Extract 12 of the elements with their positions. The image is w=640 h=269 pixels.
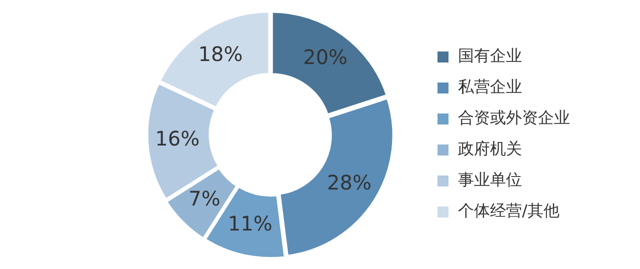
legend-label: 私营企业 [458, 77, 522, 96]
legend-label: 事业单位 [458, 170, 522, 190]
data-label: 7% [188, 186, 220, 211]
legend-label: 国有企业 [458, 46, 522, 66]
legend-label: 政府机关 [458, 139, 522, 158]
legend-label: 个体经营/其他 [458, 201, 560, 220]
data-label: 18% [198, 42, 243, 66]
data-label: 16% [155, 126, 200, 151]
data-label: 20% [303, 45, 348, 70]
legend-label: 合资或外资企业 [458, 108, 570, 128]
data-label: 11% [228, 212, 272, 236]
data-label: 28% [327, 170, 372, 195]
